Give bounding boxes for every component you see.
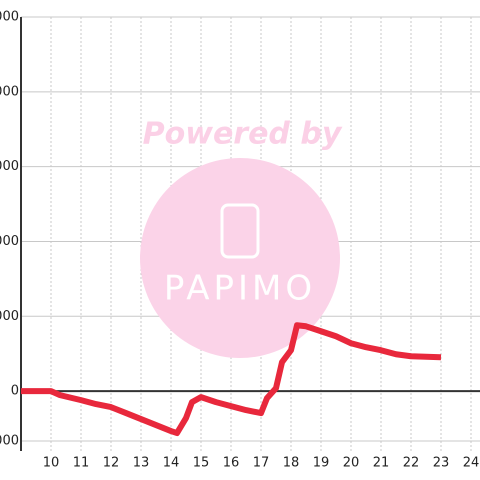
x-tick-label: 17 <box>253 456 270 471</box>
x-tick-label: 15 <box>193 456 210 471</box>
x-tick-label: 24 <box>463 456 480 471</box>
x-tick-label: 10 <box>43 456 60 471</box>
y-tick-label: -20,000 <box>0 434 19 449</box>
y-tick-label: 90,000 <box>0 159 19 174</box>
watermark-icon <box>220 203 260 259</box>
x-tick-label: 16 <box>223 456 240 471</box>
y-tick-label: 150,000 <box>0 10 19 25</box>
x-tick-label: 21 <box>373 456 390 471</box>
x-tick-label: 22 <box>403 456 420 471</box>
x-tick-label: 13 <box>133 456 150 471</box>
x-tick-label: 20 <box>343 456 360 471</box>
y-tick-label: 120,000 <box>0 84 19 99</box>
y-tick-label: 0 <box>11 384 19 399</box>
y-tick-label: 30,000 <box>0 309 19 324</box>
x-tick-label: 18 <box>283 456 300 471</box>
x-tick-label: 14 <box>163 456 180 471</box>
data-line <box>21 322 442 437</box>
y-tick-label: 60,000 <box>0 234 19 249</box>
x-tick-label: 19 <box>313 456 330 471</box>
x-tick-label: 11 <box>73 456 90 471</box>
watermark-text: Powered by <box>143 117 343 152</box>
x-tick-label: 23 <box>433 456 450 471</box>
watermark-logo: PAPIMO <box>164 269 316 309</box>
x-tick-label: 12 <box>103 456 120 471</box>
